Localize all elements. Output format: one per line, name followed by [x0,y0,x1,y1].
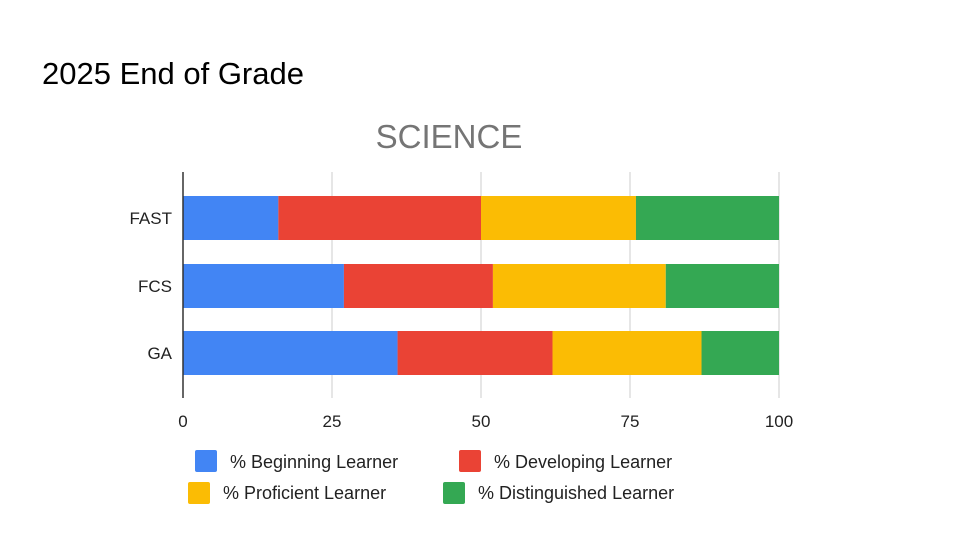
bar-fast-series-4 [635,196,779,240]
legend-swatch [195,450,217,472]
category-label: FAST [129,209,172,228]
bar-fast-series-3 [481,196,636,240]
legend-label: % Beginning Learner [230,452,398,472]
category-label: FCS [138,277,172,296]
category-label: GA [147,344,172,363]
bar-fcs-series-3 [492,264,666,308]
bar-ga-series-4 [701,331,779,375]
chart-title: SCIENCE [376,118,523,155]
bar-ga-series-2 [397,331,553,375]
legend-label: % Proficient Learner [223,483,386,503]
bar-ga-series-1 [183,331,398,375]
bar-fcs-series-1 [183,264,344,308]
legend-swatch [188,482,210,504]
slide-title: 2025 End of Grade [42,56,304,91]
x-tick-label: 25 [323,412,342,431]
x-tick-label: 75 [621,412,640,431]
x-tick-label: 100 [765,412,793,431]
bar-ga-series-3 [552,331,702,375]
x-tick-label: 0 [178,412,187,431]
legend-swatch [459,450,481,472]
bar-fcs-series-2 [343,264,493,308]
bar-fcs-series-4 [665,264,779,308]
bar-fast-series-2 [278,196,481,240]
bar-fast-series-1 [183,196,279,240]
x-tick-label: 50 [472,412,491,431]
legend-label: % Developing Learner [494,452,672,472]
legend-label: % Distinguished Learner [478,483,674,503]
legend-swatch [443,482,465,504]
